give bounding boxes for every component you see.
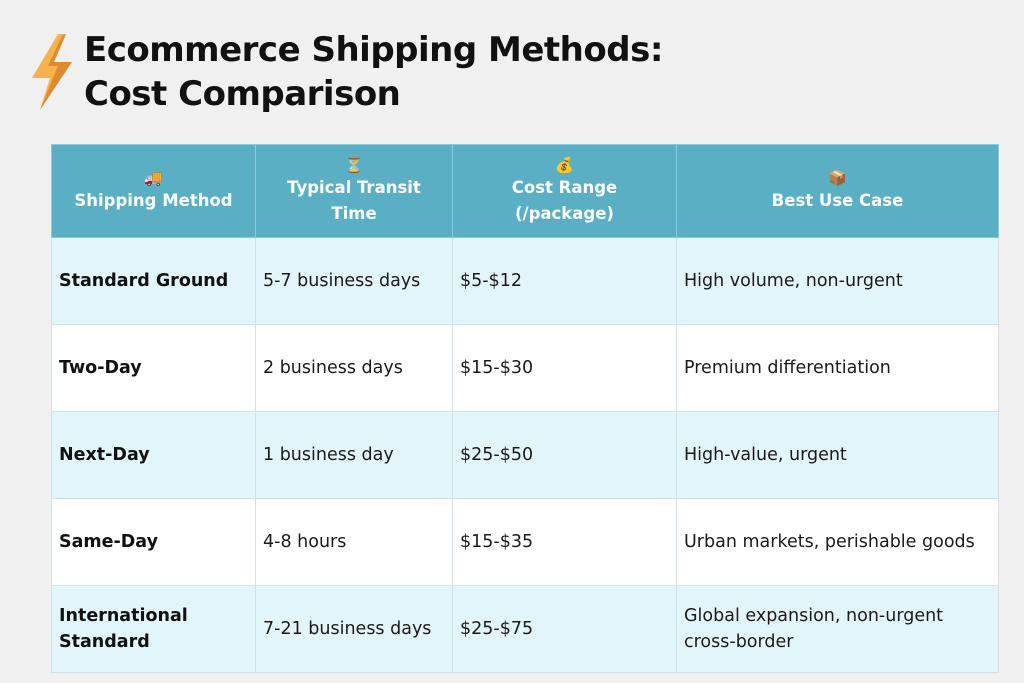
lightning-bolt-icon (32, 34, 72, 110)
table-header: 🚚 Shipping Method ⏳ Typical Transit Time… (51, 144, 999, 238)
cell-shipping-method: Same-Day (51, 498, 256, 586)
cell-use-case: Urban markets, perishable goods (676, 498, 999, 586)
cell-transit-time: 2 business days (255, 324, 453, 412)
table-body: Standard Ground 5-7 business days $5-$12… (51, 237, 999, 673)
column-header-label: Shipping Method (74, 190, 233, 210)
cell-transit-time: 7-21 business days (255, 585, 453, 673)
column-header-cost-range: 💰 Cost Range (/package) (452, 144, 677, 238)
page-title: Ecommerce Shipping Methods: Cost Compari… (84, 28, 663, 116)
column-header-transit-time: ⏳ Typical Transit Time (255, 144, 453, 238)
cell-shipping-method: Two-Day (51, 324, 256, 412)
table-row: Next-Day 1 business day $25-$50 High-val… (51, 411, 999, 499)
cell-cost-range: $15-$30 (452, 324, 677, 412)
table-row: Two-Day 2 business days $15-$30 Premium … (51, 324, 999, 412)
package-icon: 📦 (828, 168, 847, 187)
cell-transit-time: 5-7 business days (255, 237, 453, 325)
cell-shipping-method: Standard Ground (51, 237, 256, 325)
column-header-best-use-case: 📦 Best Use Case (676, 144, 999, 238)
table-header-row: 🚚 Shipping Method ⏳ Typical Transit Time… (51, 144, 999, 238)
column-header-shipping-method: 🚚 Shipping Method (51, 144, 256, 238)
cell-shipping-method: International Standard (51, 585, 256, 673)
page-header: Ecommerce Shipping Methods: Cost Compari… (28, 28, 663, 116)
cell-use-case: High-value, urgent (676, 411, 999, 499)
cell-cost-range: $5-$12 (452, 237, 677, 325)
hourglass-icon: ⏳ (344, 155, 364, 174)
column-header-label: Cost Range (/package) (511, 177, 618, 223)
cell-cost-range: $25-$75 (452, 585, 677, 673)
cell-shipping-method: Next-Day (51, 411, 256, 499)
table-row: International Standard 7-21 business day… (51, 585, 999, 673)
column-header-label: Best Use Case (771, 190, 904, 210)
cell-transit-time: 4-8 hours (255, 498, 453, 586)
table-row: Standard Ground 5-7 business days $5-$12… (51, 237, 999, 325)
shipping-comparison-table: 🚚 Shipping Method ⏳ Typical Transit Time… (51, 144, 999, 673)
cell-use-case: High volume, non-urgent (676, 237, 999, 325)
cell-use-case: Global expansion, non-urgent cross-borde… (676, 585, 999, 673)
page-title-line-2: Cost Comparison (84, 74, 401, 114)
table-row: Same-Day 4-8 hours $15-$35 Urban markets… (51, 498, 999, 586)
column-header-label: Typical Transit Time (287, 177, 421, 223)
cell-use-case: Premium differentiation (676, 324, 999, 412)
delivery-truck-icon: 🚚 (144, 168, 163, 187)
cell-cost-range: $25-$50 (452, 411, 677, 499)
cell-cost-range: $15-$35 (452, 498, 677, 586)
cell-transit-time: 1 business day (255, 411, 453, 499)
page-title-line-1: Ecommerce Shipping Methods: (84, 30, 663, 70)
money-bag-icon: 💰 (555, 155, 574, 174)
